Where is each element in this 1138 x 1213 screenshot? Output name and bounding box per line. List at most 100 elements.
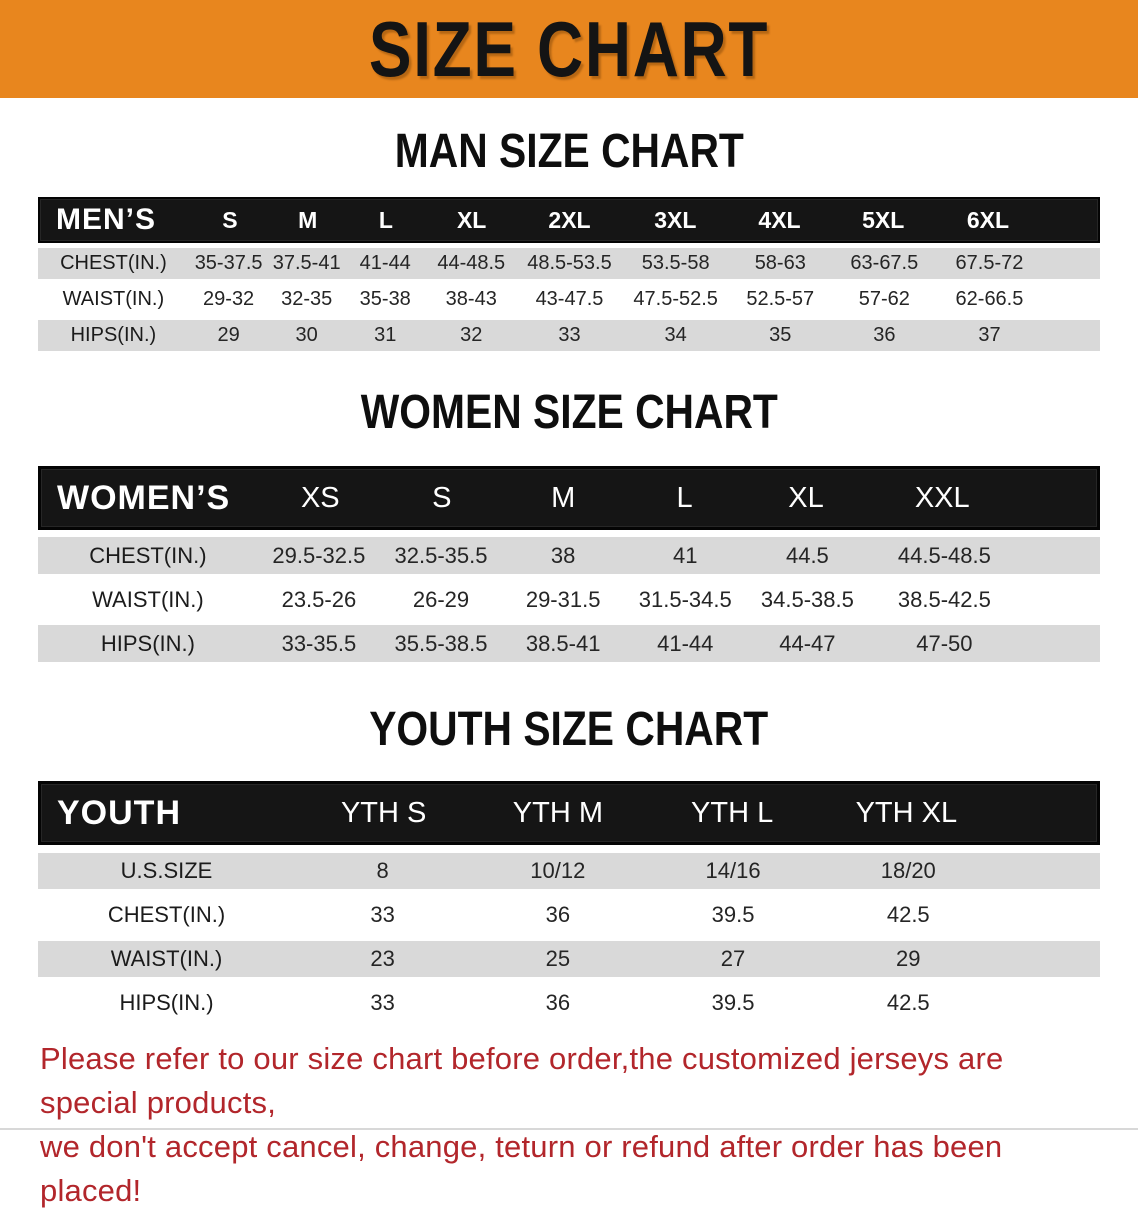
- women-waist-in-value-4: 34.5-38.5: [760, 586, 854, 612]
- men-column-header-6xl: 6XL: [966, 206, 1009, 233]
- section-men: MAN SIZE CHART MEN’S S M L XL 2XL 3XL 4XL 5XL 6XL C…: [38, 124, 1100, 351]
- banner: SIZE CHART: [0, 0, 1138, 98]
- youth-row-label-hips-in: HIPS(IN.): [119, 990, 214, 1015]
- youth-hips-in-value-3: 42.5: [886, 990, 930, 1015]
- section-women: WOMEN SIZE CHART WOMEN’S XS S M L XL XXL CHEST(I…: [38, 385, 1100, 662]
- women-waist-in-value-2: 29-31.5: [525, 586, 601, 612]
- men-waist-in-value-2: 35-38: [359, 288, 411, 310]
- youth-row-label-u-s-size: U.S.SIZE: [120, 858, 213, 883]
- men-column-header-2xl: 2XL: [548, 206, 591, 233]
- youth-column-header-yth-xl: YTH XL: [855, 796, 958, 829]
- youth-column-header-yth-l: YTH L: [691, 796, 774, 829]
- women-waist-in-value-3: 31.5-34.5: [638, 586, 732, 612]
- women-hips-in-value-0: 33-35.5: [281, 630, 357, 656]
- youth-hips-in-value-2: 39.5: [711, 990, 755, 1015]
- men-hips-in-value-5: 34: [664, 324, 687, 346]
- women-row-label-waist-in: WAIST(IN.): [92, 586, 204, 612]
- footer-note-line2: we don't accept cancel, change, teturn o…: [40, 1129, 1003, 1208]
- men-hips-in-value-0: 29: [217, 324, 240, 346]
- women-row-chest-in: CHEST(IN.) 29.5-32.5 32.5-35.5 38 41 44.5 44.5…: [38, 537, 1100, 574]
- banner-title: SIZE CHART: [368, 4, 770, 93]
- youth-chart-heading: YOUTH SIZE CHART: [38, 702, 1100, 757]
- women-corner-label: WOMEN’S: [57, 478, 231, 517]
- youth-row-chest-in: CHEST(IN.) 33 36 39.5 42.5: [38, 897, 1100, 933]
- men-waist-in-value-4: 43-47.5: [535, 288, 604, 310]
- women-hips-in-value-1: 35.5-38.5: [394, 630, 488, 656]
- women-hips-in-value-2: 38.5-41: [525, 630, 601, 656]
- men-column-header-3xl: 3XL: [654, 206, 697, 233]
- men-waist-in-value-6: 52.5-57: [746, 288, 815, 310]
- men-row-hips-in: HIPS(IN.) 29 30 31 32 33 34 35 36 37: [38, 320, 1100, 351]
- youth-u-s-size-value-3: 18/20: [880, 858, 936, 883]
- bottom-edge-line: [0, 1128, 1138, 1130]
- youth-chest-in-value-1: 36: [545, 902, 571, 927]
- footer-note: Please refer to our size chart before or…: [40, 1037, 1098, 1213]
- women-chest-in-value-0: 29.5-32.5: [272, 542, 366, 568]
- men-column-header-xl: XL: [456, 206, 487, 233]
- youth-table-header-row: YOUTH YTH S YTH M YTH L YTH XL: [38, 781, 1100, 845]
- men-column-header-l: L: [378, 206, 393, 233]
- size-charts-container: MAN SIZE CHART MEN’S S M L XL 2XL 3XL 4XL 5XL 6XL C…: [0, 124, 1138, 1021]
- youth-u-s-size-value-1: 10/12: [530, 858, 586, 883]
- women-chest-in-value-2: 38: [550, 542, 576, 568]
- men-chest-in-value-3: 44-48.5: [437, 252, 506, 274]
- women-column-header-m: M: [551, 481, 576, 514]
- youth-chest-in-value-2: 39.5: [711, 902, 755, 927]
- youth-hips-in-value-0: 33: [370, 990, 395, 1015]
- women-column-header-xxl: XXL: [914, 481, 970, 514]
- men-waist-in-value-5: 47.5-52.5: [633, 288, 718, 310]
- women-table-header-row: WOMEN’S XS S M L XL XXL: [38, 466, 1100, 530]
- men-chest-in-value-2: 41-44: [359, 252, 411, 274]
- men-chest-in-value-4: 48.5-53.5: [527, 252, 612, 274]
- youth-corner-label: YOUTH: [57, 793, 181, 832]
- men-chart-heading: MAN SIZE CHART: [38, 124, 1100, 179]
- men-hips-in-value-6: 35: [769, 324, 792, 346]
- women-size-table: WOMEN’S XS S M L XL XXL CHEST(IN.) 29.5-32.5 32.5…: [38, 466, 1100, 662]
- women-chart-title: WOMEN SIZE CHART: [360, 386, 778, 439]
- youth-hips-in-value-1: 36: [545, 990, 571, 1015]
- men-size-table: MEN’S S M L XL 2XL 3XL 4XL 5XL 6XL CHEST(IN.) 35-37…: [38, 197, 1100, 351]
- men-chest-in-value-1: 37.5-41: [272, 252, 341, 274]
- youth-chest-in-value-0: 33: [370, 902, 395, 927]
- youth-column-header-yth-m: YTH M: [512, 796, 603, 829]
- footer-note-line1: Please refer to our size chart before or…: [40, 1041, 1004, 1120]
- women-row-label-chest-in: CHEST(IN.): [89, 542, 207, 568]
- women-chest-in-value-4: 44.5: [785, 542, 829, 568]
- men-waist-in-value-8: 62-66.5: [955, 288, 1024, 310]
- youth-waist-in-value-0: 23: [370, 946, 395, 971]
- men-column-header-m: M: [298, 206, 318, 233]
- women-column-header-xl: XL: [788, 481, 824, 514]
- youth-u-s-size-value-2: 14/16: [705, 858, 761, 883]
- youth-chart-title: YOUTH SIZE CHART: [369, 703, 769, 756]
- youth-row-hips-in: HIPS(IN.) 33 36 39.5 42.5: [38, 985, 1100, 1021]
- women-row-label-hips-in: HIPS(IN.): [100, 630, 195, 656]
- men-chest-in-value-6: 58-63: [754, 252, 806, 274]
- youth-chest-in-value-3: 42.5: [886, 902, 930, 927]
- men-hips-in-value-1: 30: [295, 324, 318, 346]
- youth-row-label-waist-in: WAIST(IN.): [110, 946, 223, 971]
- men-row-chest-in: CHEST(IN.) 35-37.5 37.5-41 41-44 44-48.5 48.5…: [38, 248, 1100, 279]
- men-row-label-hips-in: HIPS(IN.): [70, 324, 157, 346]
- youth-row-u-s-size: U.S.SIZE 8 10/12 14/16 18/20: [38, 853, 1100, 889]
- youth-waist-in-value-3: 29: [896, 946, 921, 971]
- youth-row-label-chest-in: CHEST(IN.): [107, 902, 226, 927]
- women-row-hips-in: HIPS(IN.) 33-35.5 35.5-38.5 38.5-41 41-44 44-…: [38, 625, 1100, 662]
- men-chest-in-value-8: 67.5-72: [955, 252, 1024, 274]
- youth-row-waist-in: WAIST(IN.) 23 25 27 29: [38, 941, 1100, 977]
- women-column-header-s: S: [432, 481, 452, 514]
- men-chest-in-value-0: 35-37.5: [194, 252, 263, 274]
- women-chest-in-value-5: 44.5-48.5: [897, 542, 991, 568]
- men-waist-in-value-3: 38-43: [445, 288, 497, 310]
- men-hips-in-value-7: 36: [873, 324, 896, 346]
- men-chest-in-value-7: 63-67.5: [850, 252, 919, 274]
- women-waist-in-value-0: 23.5-26: [281, 586, 357, 612]
- women-row-waist-in: WAIST(IN.) 23.5-26 26-29 29-31.5 31.5-34.5 34…: [38, 581, 1100, 618]
- women-chest-in-value-1: 32.5-35.5: [394, 542, 488, 568]
- men-column-header-5xl: 5XL: [862, 206, 905, 233]
- men-hips-in-value-3: 32: [460, 324, 483, 346]
- youth-waist-in-value-2: 27: [720, 946, 746, 971]
- women-chart-heading: WOMEN SIZE CHART: [38, 385, 1100, 440]
- men-table-header-row: MEN’S S M L XL 2XL 3XL 4XL 5XL 6XL: [38, 197, 1100, 243]
- men-waist-in-value-7: 57-62: [858, 288, 910, 310]
- women-waist-in-value-1: 26-29: [412, 586, 470, 612]
